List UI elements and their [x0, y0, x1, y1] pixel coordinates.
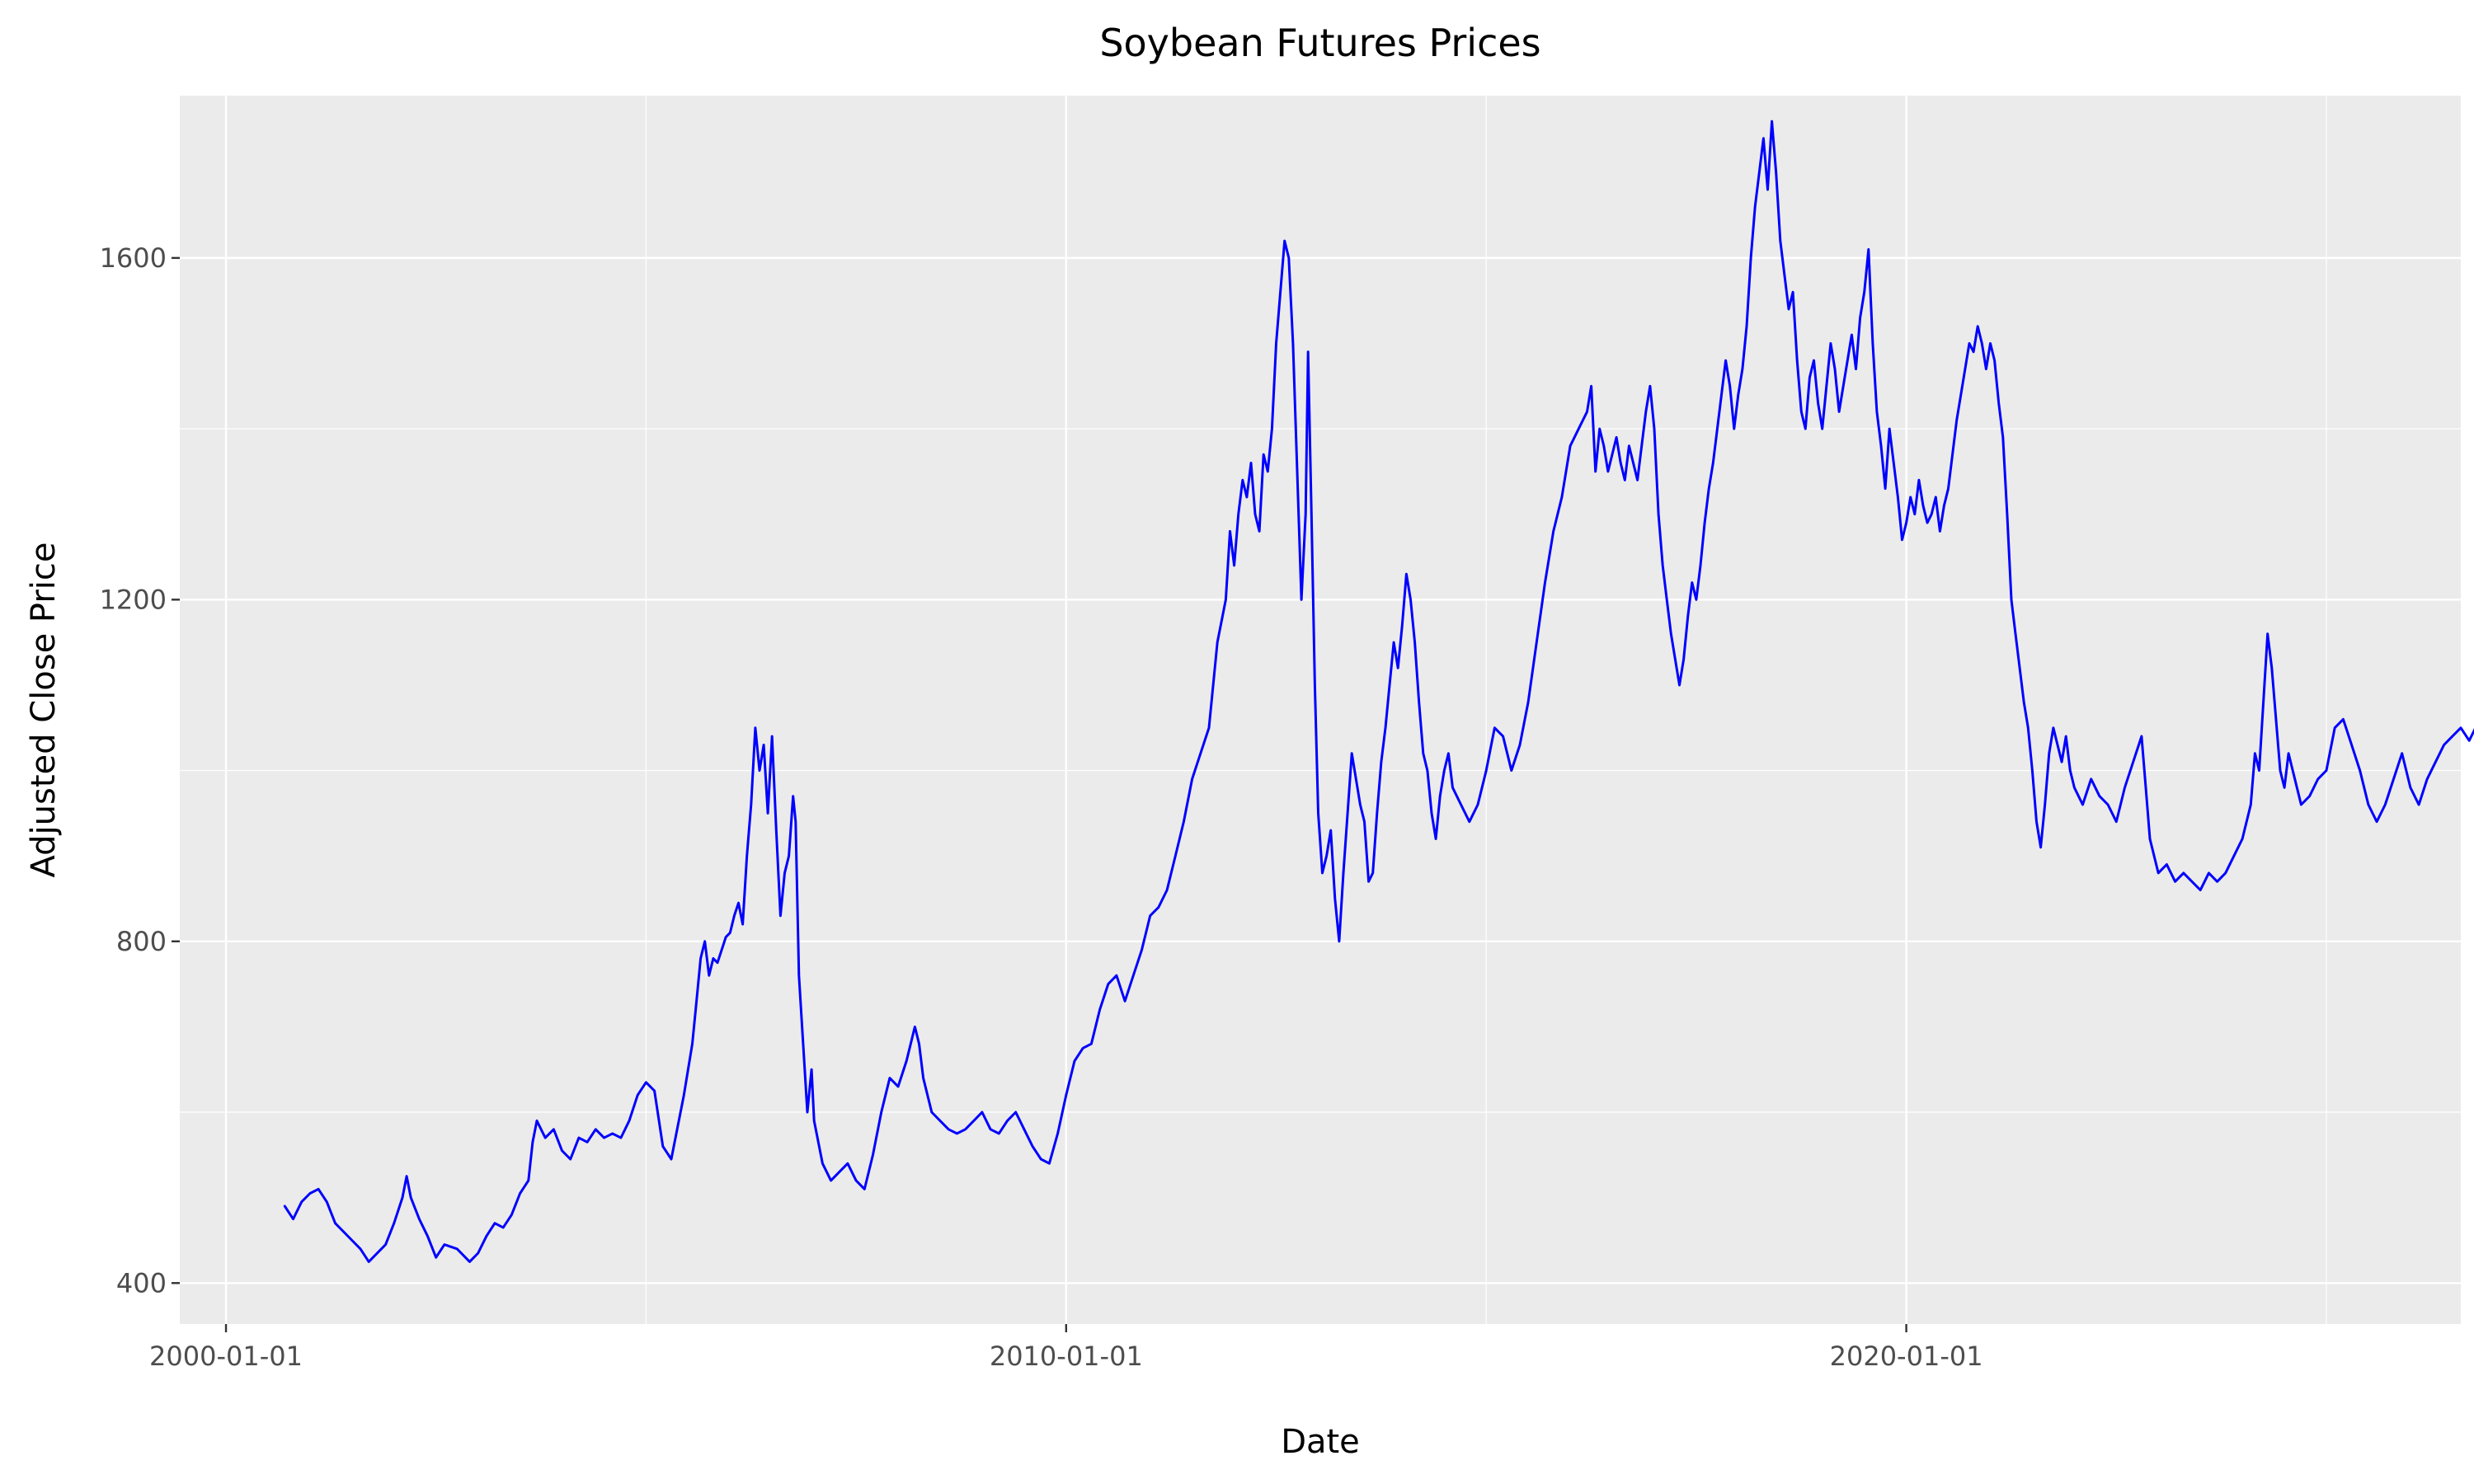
- y-tick-label: 800: [116, 926, 167, 957]
- y-tick-label: 400: [116, 1267, 167, 1298]
- x-tick-label: 2000-01-01: [149, 1341, 303, 1372]
- y-tick-label: 1600: [100, 242, 167, 274]
- x-axis-title: Date: [1281, 1423, 1360, 1461]
- chart-title: Soybean Futures Prices: [1099, 21, 1540, 65]
- series-line-price: [283, 120, 2474, 1263]
- major-gridlines: [180, 96, 2461, 1324]
- x-axis: 2000-01-01 2010-01-01 2020-01-01: [149, 1324, 1983, 1372]
- y-axis: 400 800 1200 1600: [100, 242, 180, 1298]
- x-tick-label: 2020-01-01: [1830, 1341, 1983, 1372]
- y-axis-title: Adjusted Close Price: [25, 542, 63, 877]
- y-tick-label: 1200: [100, 584, 167, 615]
- x-tick-label: 2010-01-01: [990, 1341, 1143, 1372]
- minor-gridlines: [180, 96, 2461, 1324]
- series-layer: [283, 120, 2474, 1263]
- plot-panel: [180, 96, 2461, 1324]
